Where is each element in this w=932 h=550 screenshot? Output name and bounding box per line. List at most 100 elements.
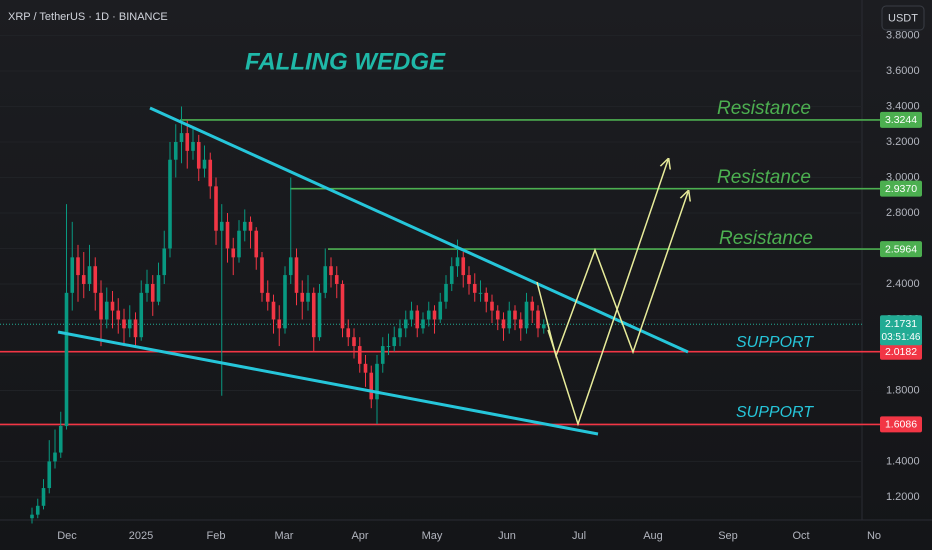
last-price-box xyxy=(880,315,922,346)
level-price-box xyxy=(880,241,922,258)
level-price-label: 2.0182 xyxy=(885,346,917,358)
candle-body xyxy=(501,319,506,329)
candle-body xyxy=(104,301,109,320)
candle-body xyxy=(196,141,201,169)
candle-body xyxy=(110,301,115,311)
candle-body xyxy=(484,292,489,302)
candle-body xyxy=(467,275,471,284)
candle-body xyxy=(260,257,264,293)
candle-body xyxy=(225,221,230,249)
x-tick-label: 2025 xyxy=(129,530,153,542)
projection-path xyxy=(536,192,688,359)
level-price-label: 3.3244 xyxy=(885,114,917,126)
y-tick-label: 3.8000 xyxy=(886,29,920,41)
candle-body xyxy=(536,310,540,329)
x-tick-label: Jun xyxy=(498,530,516,542)
candle-body xyxy=(58,425,63,453)
candle-body xyxy=(127,319,132,329)
candle-body xyxy=(380,346,385,364)
candle-body xyxy=(323,266,328,293)
candle-body xyxy=(300,292,305,302)
candle-body xyxy=(530,301,535,311)
level-price-box xyxy=(880,111,922,128)
candle-body xyxy=(334,275,339,284)
candle-body xyxy=(231,248,236,258)
candle-body xyxy=(392,337,397,347)
candle-body xyxy=(191,141,195,151)
level-price-box xyxy=(880,416,922,433)
candle-body xyxy=(472,283,477,293)
countdown-label: 03:51:46 xyxy=(882,332,921,343)
x-tick-label: May xyxy=(422,530,443,542)
candle-body xyxy=(35,505,40,515)
level-price-label: 1.6086 xyxy=(885,419,917,431)
projection-path xyxy=(547,160,668,427)
x-tick-label: Dec xyxy=(57,530,77,542)
candle-body xyxy=(185,133,190,151)
candle-body xyxy=(317,292,322,338)
candle-body xyxy=(432,310,437,320)
candle-body xyxy=(449,266,454,284)
candle-body xyxy=(507,310,512,329)
support-label: SUPPORT xyxy=(736,404,814,421)
candle-body xyxy=(168,159,172,249)
candle-body xyxy=(53,452,57,462)
candle-body xyxy=(329,266,333,276)
y-tick-label: 2.4000 xyxy=(886,278,920,290)
candle-body xyxy=(219,221,224,231)
y-tick-label: 1.4000 xyxy=(886,455,920,467)
y-tick-label: 3.6000 xyxy=(886,65,920,77)
candle-body xyxy=(214,186,218,231)
grid xyxy=(0,34,862,498)
time-axis: Dec 2025 Feb Mar Apr May Jun Jul Aug Sep Oct No xyxy=(57,530,881,542)
currency-label[interactable]: USDT xyxy=(888,12,918,24)
candle-body xyxy=(248,221,253,231)
resistance-label: Resistance xyxy=(719,228,813,249)
candle-body xyxy=(145,283,149,293)
candle-body xyxy=(93,266,98,293)
levels xyxy=(0,119,880,426)
candle-body xyxy=(478,292,483,294)
x-tick-label: Feb xyxy=(207,530,226,542)
candle-body xyxy=(265,292,270,302)
candle-body xyxy=(495,310,500,320)
wedge-upper xyxy=(149,106,689,354)
level-price-box xyxy=(880,180,922,197)
candle-body xyxy=(202,159,207,169)
candle-body xyxy=(518,319,523,329)
candle-body xyxy=(116,310,121,320)
candle-body xyxy=(524,301,529,329)
candle-body xyxy=(242,221,247,231)
candle-body xyxy=(133,319,138,338)
candle-body xyxy=(455,257,460,267)
candle-body xyxy=(254,230,259,258)
candle-body xyxy=(294,257,299,293)
support-label: SUPPORT xyxy=(736,334,814,351)
candle-body xyxy=(99,292,103,320)
candle-body xyxy=(277,319,282,329)
y-tick-label: 1.2000 xyxy=(886,491,920,503)
candle-body xyxy=(311,292,316,338)
candle-body xyxy=(139,292,144,338)
candle-body xyxy=(340,283,345,329)
candle-body xyxy=(375,363,379,400)
currency-button[interactable] xyxy=(881,5,925,31)
y-tick-label: 3.0000 xyxy=(886,171,920,183)
candle-body xyxy=(179,133,184,142)
candle-body xyxy=(352,337,356,347)
candle-body xyxy=(162,248,167,276)
candle-body xyxy=(386,346,391,348)
candle-body xyxy=(541,324,546,329)
y-tick-label: 3.4000 xyxy=(886,100,920,112)
candle-body xyxy=(122,319,126,329)
candle-body xyxy=(156,275,161,302)
candle-body xyxy=(421,319,425,329)
candle-body xyxy=(283,275,287,329)
level-price-box xyxy=(880,343,922,360)
x-tick-label: No xyxy=(867,530,881,542)
candle-body xyxy=(490,301,494,311)
level-price-label: 2.5964 xyxy=(885,243,917,255)
